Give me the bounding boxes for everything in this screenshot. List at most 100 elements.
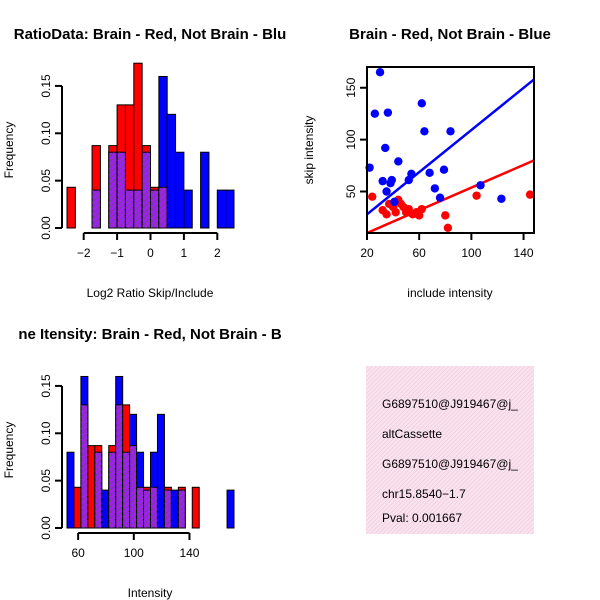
x-tick-label: 100 [124,546,144,560]
not-brain-point [381,143,390,153]
overlap-hatch [125,190,134,228]
overlap-hatch [92,190,101,228]
point-group [365,67,535,235]
not-brain-point [497,194,506,203]
y-axis-label: Frequency [2,122,16,179]
brain-bar [87,445,96,529]
y-tick-label: 0.10 [39,421,53,445]
overlap-hatch [142,152,151,228]
overlap-hatch [80,404,88,528]
brain-bar [66,186,76,229]
y-axis-label: Frequency [2,422,16,479]
axes: 20 60 100 140 50 100 150 [344,66,535,260]
x-tick-label: −2 [77,246,91,260]
y-tick-label: 0.05 [39,469,53,493]
not-brain-point [383,108,393,117]
brain-point [472,191,481,200]
not-brain-point [394,157,403,166]
y-tick-label: 50 [344,185,358,199]
not-brain-point [420,127,429,136]
y-tick-label: 0.00 [39,216,53,240]
overlap-hatch [158,187,168,228]
info-panel: G6897510@J919467@j_ altCassette G6897510… [366,366,534,534]
overlap-hatch [115,404,123,528]
bar-group [66,62,235,229]
not-brain-point [430,184,440,193]
not-brain-point [425,168,434,178]
x-axis-label: Log2 Ratio Skip/Include [87,286,214,300]
not-brain-point [439,165,449,174]
overlap-hatch [136,487,144,528]
not-brain-point [435,193,445,202]
not-brain-point [375,67,385,77]
axes: 60 100 140 0.00 0.05 0.10 0.15 [39,374,200,560]
x-tick-label: 60 [71,546,85,560]
overlap-hatch [122,452,130,528]
x-axis-label: Intensity [128,586,173,600]
x-tick-label: 140 [514,246,534,260]
overlap-hatch [117,152,126,228]
not-brain-fit-line [366,78,535,216]
not-brain-bar [183,189,193,229]
info-line-1: G6897510@J919467@j_ [382,397,518,411]
not-brain-point [417,99,426,108]
y-tick-label: 0.15 [39,74,53,98]
overlap-hatch [108,152,118,228]
not-brain-bar [166,113,177,229]
not-brain-point [476,181,485,190]
y-tick-label: 0.00 [39,516,53,540]
pval-text: Pval: 0.001667 [382,511,462,525]
brain-point [382,210,391,219]
brain-bar [73,486,82,529]
not-brain-bar [225,189,235,229]
x-tick-label: 60 [413,246,427,260]
y-tick-label: 0.05 [39,169,53,193]
brain-point [368,192,377,201]
brain-point [443,223,453,233]
chart-title: ne Itensity: Brain - Red, Not Brain - B [18,326,282,343]
not-brain-bar [156,413,165,529]
bar-group [66,375,235,529]
y-tick-label: 100 [344,129,358,149]
not-brain-bar [226,489,235,529]
not-brain-bar [66,451,75,529]
overlap-hatch [133,190,143,228]
info-line-3: G6897510@J919467@j_ [382,457,518,471]
x-tick-label: 140 [179,546,199,560]
intensity-histogram: ne Itensity: Brain - Red, Not Brain - B … [2,326,282,600]
axes: −2 −1 0 1 2 0.00 0.05 0.10 0.15 [39,74,221,260]
not-brain-point [446,127,455,136]
brain-point [525,190,535,199]
x-tick-label: −1 [110,246,124,260]
overlap-hatch [129,445,137,528]
brain-bar [191,486,200,529]
not-brain-bar [175,151,185,229]
overlap-hatch [143,490,151,528]
intensity-scatter: Brain - Red, Not Brain - Blue include in… [302,26,551,300]
y-tick-label: 0.15 [39,374,53,398]
not-brain-bar [200,151,210,229]
not-brain-point [378,176,387,186]
x-tick-label: 100 [461,246,481,260]
y-tick-label: 150 [344,77,358,97]
overlap-hatch [178,490,186,528]
not-brain-bar [101,489,110,529]
ratio-histogram: RatioData: Brain - Red, Not Brain - Blu … [2,26,286,300]
not-brain-bar [216,189,227,229]
info-panel-background [366,366,534,534]
x-tick-label: 1 [181,246,188,260]
brain-fit-line [366,159,535,235]
not-brain-point [370,109,380,118]
not-brain-point [390,197,399,207]
chart-title: RatioData: Brain - Red, Not Brain - Blu [14,26,287,43]
y-tick-label: 0.10 [39,121,53,145]
brain-point [441,211,450,220]
chart-title: Brain - Red, Not Brain - Blue [349,26,551,43]
overlap-hatch [108,452,116,528]
not-brain-point [382,187,391,196]
x-axis-label: include intensity [407,286,492,300]
info-line-2: altCassette [382,427,442,441]
x-tick-label: 20 [360,246,374,260]
overlap-hatch [150,190,159,228]
